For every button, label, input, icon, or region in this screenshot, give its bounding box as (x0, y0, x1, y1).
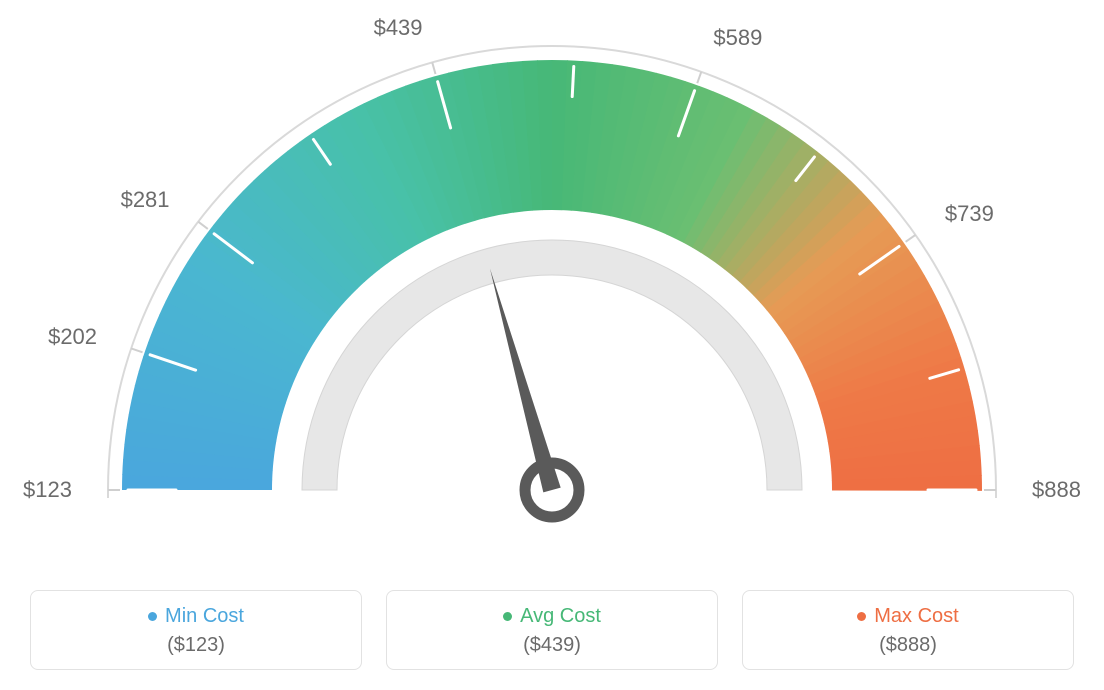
legend-card-avg: Avg Cost ($439) (386, 590, 718, 670)
legend-value-avg: ($439) (397, 634, 707, 657)
gauge-tick-label: $439 (374, 15, 423, 41)
legend-label-min: Min Cost (165, 605, 244, 628)
legend-row: Min Cost ($123) Avg Cost ($439) Max Cost… (0, 590, 1104, 670)
legend-title-avg: Avg Cost (503, 605, 601, 628)
gauge-tick-label: $202 (48, 324, 97, 350)
gauge-tick-label: $589 (713, 25, 762, 51)
legend-title-min: Min Cost (148, 605, 244, 628)
legend-dot-max (857, 612, 866, 621)
gauge-tick-label: $281 (121, 187, 170, 213)
gauge-svg (0, 0, 1104, 570)
gauge-chart-container: $123 $202 $281 $439 $589 $739 $888 Min Cost ($… (0, 0, 1104, 690)
legend-title-max: Max Cost (857, 605, 958, 628)
legend-label-max: Max Cost (874, 605, 958, 628)
gauge-tick-label: $123 (23, 477, 72, 503)
gauge-tick-label: $888 (1032, 477, 1081, 503)
legend-dot-avg (503, 612, 512, 621)
legend-label-avg: Avg Cost (520, 605, 601, 628)
gauge-tick-label: $739 (945, 201, 994, 227)
gauge-area: $123 $202 $281 $439 $589 $739 $888 (0, 0, 1104, 570)
legend-card-max: Max Cost ($888) (742, 590, 1074, 670)
legend-value-min: ($123) (41, 634, 351, 657)
legend-dot-min (148, 612, 157, 621)
legend-card-min: Min Cost ($123) (30, 590, 362, 670)
legend-value-max: ($888) (753, 634, 1063, 657)
